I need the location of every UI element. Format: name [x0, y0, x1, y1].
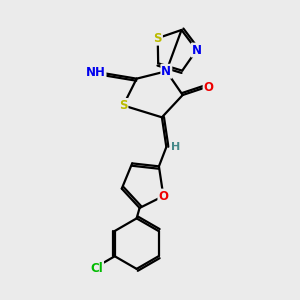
Text: S: S [154, 32, 162, 45]
Text: NH: NH [86, 66, 106, 79]
Text: H: H [171, 142, 180, 152]
Text: O: O [158, 190, 168, 202]
Text: Cl: Cl [90, 262, 103, 275]
Text: S: S [119, 99, 128, 112]
Text: N: N [161, 65, 171, 78]
Text: N: N [192, 44, 202, 57]
Text: O: O [204, 81, 214, 94]
